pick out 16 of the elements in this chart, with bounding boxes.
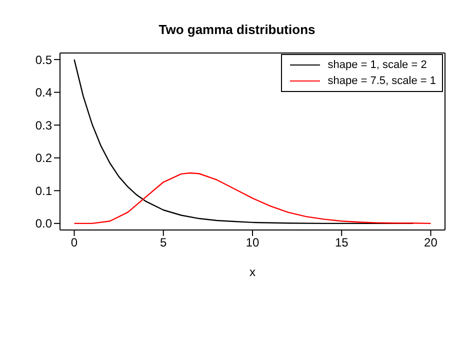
x-tick-label: 10	[246, 236, 260, 250]
y-tick-label: 0.2	[35, 151, 52, 166]
legend-label: shape = 1, scale = 2	[328, 58, 427, 73]
legend-label: shape = 7.5, scale = 1	[328, 74, 436, 89]
x-axis-title: x	[250, 265, 256, 279]
y-tick-label: 0.5	[35, 52, 52, 67]
y-tick-label: 0.4	[35, 86, 52, 100]
x-tick-label: 20	[424, 236, 438, 250]
x-tick-label: 0	[70, 236, 78, 250]
x-tick-label: 5	[160, 236, 168, 250]
y-tick-label: 0.1	[35, 184, 52, 198]
y-tick-label: 0.0	[35, 216, 52, 231]
chart-title: Two gamma distributions	[158, 22, 316, 37]
line-series	[74, 172, 432, 224]
x-tick-label: 15	[334, 236, 349, 250]
y-tick-label: 0.3	[35, 118, 52, 132]
